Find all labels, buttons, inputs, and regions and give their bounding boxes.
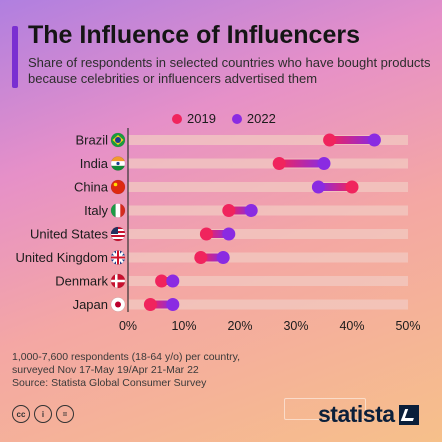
point-2022 bbox=[311, 180, 325, 194]
row-band bbox=[128, 182, 408, 192]
category-label: Brazil bbox=[75, 133, 108, 148]
point-2019 bbox=[143, 298, 157, 311]
india-flag-icon bbox=[111, 156, 125, 171]
flag-border bbox=[110, 297, 126, 312]
x-tick-label: 20% bbox=[227, 319, 252, 333]
flag-band-middle bbox=[115, 203, 121, 218]
uk-flag-icon bbox=[111, 250, 125, 265]
flag-band-right bbox=[120, 203, 125, 218]
footnote: 1,000-7,600 respondents (18-64 y/o) per … bbox=[12, 351, 240, 390]
point-2019 bbox=[323, 133, 337, 147]
flag-globe bbox=[115, 137, 121, 143]
footnote-source: Source: Statista Global Consumer Survey bbox=[12, 377, 207, 389]
flag-canton bbox=[111, 227, 118, 234]
flag-stripe bbox=[111, 235, 125, 237]
legend-dot-2022 bbox=[231, 113, 242, 124]
flag-border bbox=[110, 156, 126, 171]
point-2019 bbox=[272, 157, 286, 170]
flag-cross-h bbox=[111, 279, 125, 283]
x-tick-label: 40% bbox=[339, 319, 364, 333]
page-title: The Influence of Influencers bbox=[28, 21, 360, 49]
attribution-icon[interactable]: i bbox=[34, 405, 52, 423]
category-label: Italy bbox=[84, 203, 108, 218]
brazil-flag-icon bbox=[111, 133, 125, 147]
footnote-survey-period: surveyed Nov 17-May 19/Apr 21-Mar 22 bbox=[12, 364, 199, 376]
x-tick-label: 0% bbox=[119, 319, 137, 333]
flag-border bbox=[110, 226, 126, 242]
category-label: Japan bbox=[73, 297, 108, 312]
flag-border bbox=[110, 179, 126, 195]
china-flag-icon bbox=[111, 180, 125, 194]
title-accent-bar bbox=[12, 26, 18, 88]
flag-border bbox=[110, 250, 126, 265]
flag-wheel bbox=[116, 161, 120, 166]
row-band bbox=[128, 229, 408, 239]
flag-border bbox=[110, 132, 126, 148]
flag-stripe bbox=[111, 239, 125, 241]
legend-item-2022: 2022 bbox=[231, 111, 276, 126]
category-label: India bbox=[80, 156, 109, 171]
row-band bbox=[128, 205, 408, 216]
cc-icon[interactable]: cc bbox=[12, 405, 30, 423]
legend-dot-2019 bbox=[172, 113, 182, 124]
equal-icon[interactable]: = bbox=[56, 405, 74, 423]
flag-border bbox=[110, 203, 126, 218]
flag-band-left bbox=[111, 203, 116, 218]
watermark-box bbox=[284, 398, 366, 420]
legend-label-2022: 2022 bbox=[246, 111, 276, 126]
statista-logo[interactable]: statista bbox=[318, 401, 419, 428]
x-tick-label: 30% bbox=[283, 319, 308, 333]
point-2019 bbox=[194, 251, 208, 264]
point-2022 bbox=[317, 157, 331, 170]
statista-logo-text: statista bbox=[318, 401, 395, 427]
category-label: China bbox=[74, 180, 109, 195]
point-2019 bbox=[155, 274, 169, 288]
dumbbell-chart: Brazil India China Italy United States United… bbox=[16, 128, 421, 333]
category-label: United States bbox=[30, 227, 109, 242]
row-band bbox=[128, 135, 408, 145]
chart-legend: 2019 2022 bbox=[172, 111, 276, 126]
footnote-respondents: 1,000-7,600 respondents (18-64 y/o) per … bbox=[12, 351, 241, 363]
flag-sun bbox=[115, 301, 121, 308]
usa-flag-icon bbox=[111, 227, 125, 241]
point-2019 bbox=[345, 180, 359, 194]
point-2019 bbox=[222, 204, 236, 217]
point-2022 bbox=[166, 274, 180, 288]
japan-flag-icon bbox=[111, 297, 125, 312]
page-subtitle: Share of respondents in selected countri… bbox=[28, 55, 431, 86]
row-band bbox=[128, 158, 408, 169]
flag-stripe bbox=[111, 237, 125, 239]
point-2022 bbox=[166, 298, 180, 311]
point-2022 bbox=[244, 204, 258, 217]
license-icons: cc i = bbox=[12, 405, 74, 423]
x-tick-label: 10% bbox=[171, 319, 196, 333]
flag-cross-h-red bbox=[111, 256, 125, 259]
flag-band-bottom bbox=[111, 165, 125, 171]
legend-label-2019: 2019 bbox=[187, 111, 216, 126]
flag-border bbox=[110, 273, 126, 289]
denmark-flag-icon bbox=[111, 274, 125, 288]
row-band bbox=[128, 276, 408, 286]
row-band bbox=[128, 299, 408, 310]
point-2019 bbox=[199, 227, 213, 241]
flag-band-top bbox=[111, 156, 125, 162]
statista-logo-mark-icon bbox=[398, 404, 419, 425]
flag-star bbox=[113, 182, 118, 187]
category-label: United Kingdom bbox=[16, 250, 109, 265]
row-band bbox=[128, 252, 408, 263]
point-2022 bbox=[222, 227, 236, 241]
category-label: Denmark bbox=[55, 274, 108, 289]
legend-item-2019: 2019 bbox=[172, 111, 216, 126]
x-tick-label: 50% bbox=[395, 319, 420, 333]
point-2022 bbox=[216, 251, 230, 264]
point-2022 bbox=[367, 133, 381, 147]
italy-flag-icon bbox=[111, 203, 125, 218]
